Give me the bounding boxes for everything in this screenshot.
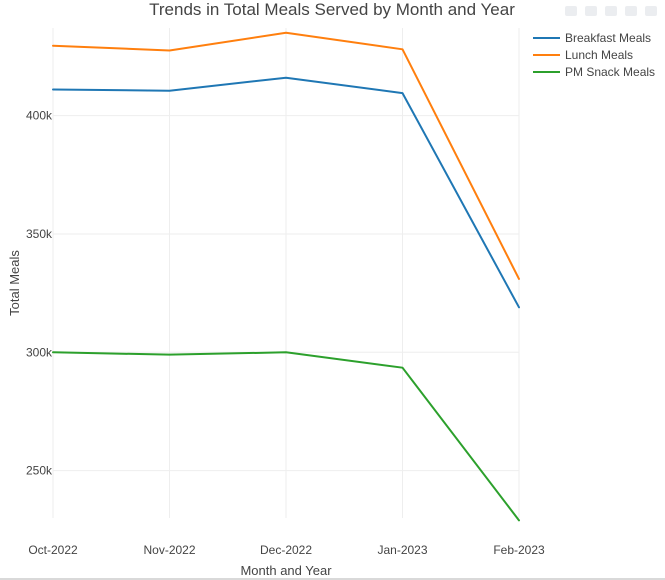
legend-label: Breakfast Meals — [565, 31, 651, 45]
y-tick-label: 350k — [26, 227, 53, 241]
x-tick-label: Nov-2022 — [143, 543, 195, 557]
grid-lines — [52, 28, 520, 518]
frame-divider — [0, 578, 665, 580]
legend-item[interactable]: Breakfast Meals — [533, 31, 651, 45]
pan-icon[interactable] — [605, 6, 617, 16]
x-axis-title: Month and Year — [240, 563, 332, 578]
chart-title: Trends in Total Meals Served by Month an… — [149, 0, 515, 19]
series-lines — [52, 31, 520, 522]
x-tick-label: Dec-2022 — [260, 543, 312, 557]
x-tick-label: Feb-2023 — [493, 543, 545, 557]
legend: Breakfast Meals Lunch Meals PM Snack Meals — [533, 31, 655, 79]
legend-item[interactable]: PM Snack Meals — [533, 65, 655, 79]
y-tick-label: 300k — [26, 345, 53, 359]
chart-toolbar — [565, 6, 657, 16]
y-axis-ticks: 250k 300k 350k 400k — [26, 109, 53, 478]
series-line-pm-snack-meals[interactable] — [52, 351, 520, 522]
legend-label: PM Snack Meals — [565, 65, 655, 79]
x-axis-ticks: Oct-2022 Nov-2022 Dec-2022 Jan-2023 Feb-2023 — [28, 543, 545, 557]
x-tick-label: Jan-2023 — [377, 543, 427, 557]
autoscale-icon[interactable] — [625, 6, 637, 16]
camera-icon[interactable] — [565, 6, 577, 16]
y-axis-title: Total Meals — [7, 250, 22, 316]
series-line-breakfast-meals[interactable] — [52, 76, 520, 309]
x-tick-label: Oct-2022 — [28, 543, 78, 557]
y-tick-label: 400k — [26, 109, 53, 123]
legend-item[interactable]: Lunch Meals — [533, 48, 633, 62]
y-tick-label: 250k — [26, 464, 53, 478]
series-line-lunch-meals[interactable] — [52, 31, 520, 280]
zoom-icon[interactable] — [585, 6, 597, 16]
plotly-logo-icon[interactable] — [645, 6, 657, 16]
legend-label: Lunch Meals — [565, 48, 633, 62]
